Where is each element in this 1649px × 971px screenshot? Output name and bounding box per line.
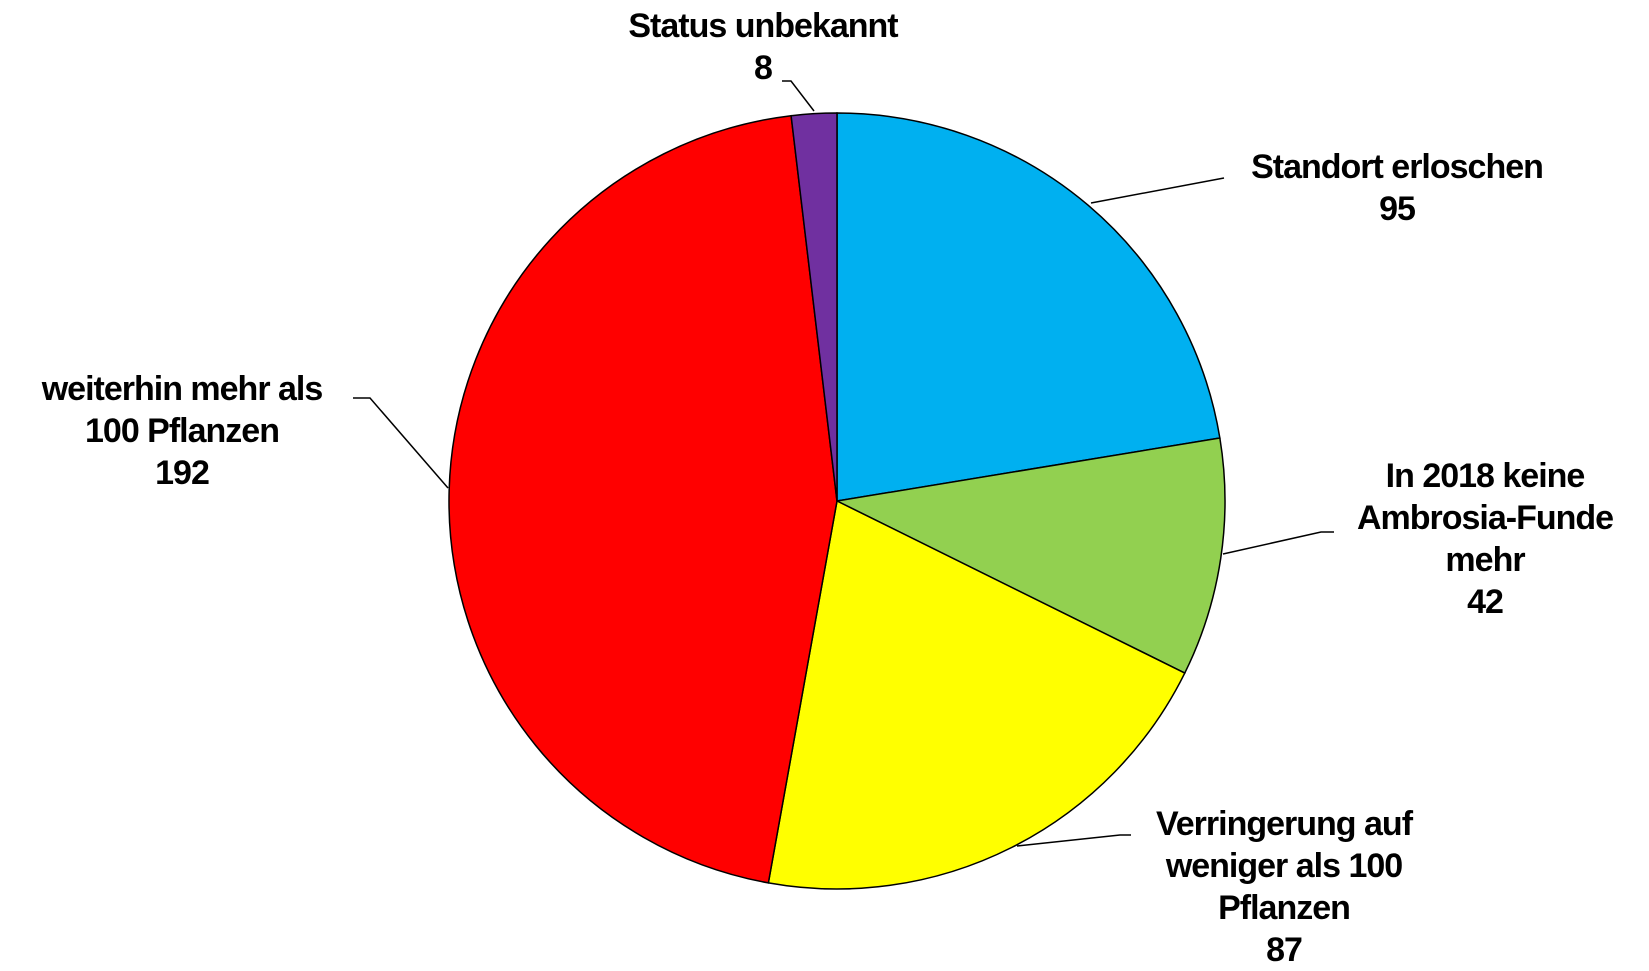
category-label: Standort erloschen [1251, 148, 1544, 186]
slice-label: Standort erloschen 95 [1207, 146, 1587, 230]
category-label: Verringerung auf weniger als 100 Pflanze… [1155, 805, 1413, 927]
leader-line [1222, 531, 1334, 555]
category-label: weiterhin mehr als 100 Pflanzen [41, 370, 324, 450]
value-label: 192 [155, 454, 210, 492]
leader-line [1016, 834, 1131, 847]
pie-slice [448, 114, 838, 884]
slices [448, 112, 1226, 890]
pie-slice [836, 112, 1221, 502]
leader-line [782, 80, 815, 112]
slice-label: In 2018 keine Ambrosia-Funde mehr 42 [1345, 455, 1625, 623]
pie-slice [767, 499, 1186, 890]
slice-label: Status unbekannt 8 [573, 5, 953, 89]
value-label: 8 [754, 49, 773, 87]
leader-line [1090, 177, 1225, 204]
pie-slice [790, 112, 838, 502]
slice-label: Verringerung auf weniger als 100 Pflanze… [1139, 803, 1429, 971]
leader-line [353, 397, 449, 489]
category-label: In 2018 keine Ambrosia-Funde mehr [1356, 457, 1614, 579]
pie-slice [834, 437, 1226, 675]
value-label: 87 [1266, 931, 1303, 969]
slice-label: weiterhin mehr als 100 Pflanzen 192 [17, 368, 347, 494]
category-label: Status unbekannt [628, 7, 898, 45]
value-label: 42 [1467, 583, 1504, 621]
value-label: 95 [1379, 190, 1416, 228]
